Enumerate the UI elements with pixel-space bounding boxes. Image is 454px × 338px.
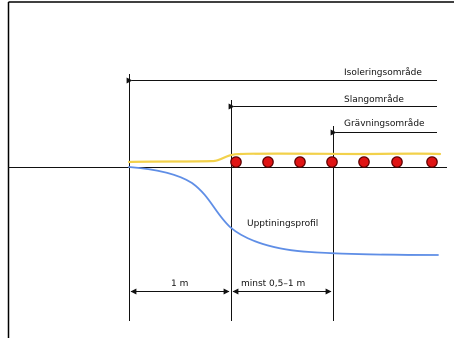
first-dimension-label: 1 m — [171, 279, 188, 289]
hose-zone-label: Slangområde — [344, 94, 404, 105]
isolation-zone-label: Isoleringsområde — [344, 67, 422, 78]
hose-dot — [391, 156, 403, 168]
hose-dot — [326, 156, 338, 168]
hose-dot — [426, 156, 438, 168]
hose-dots — [230, 156, 438, 168]
thaw-profile-line — [128, 166, 439, 256]
second-dimension-label: minst 0,5–1 m — [241, 279, 305, 289]
surface-insulation-line — [127, 152, 442, 164]
hose-dot — [358, 156, 370, 168]
hose-dot — [294, 156, 306, 168]
hose-dot — [262, 156, 274, 168]
hose-dot — [230, 156, 242, 168]
thaw-profile-label: Upptiningsprofil — [247, 219, 318, 229]
excavation-zone-label: Grävningsområde — [344, 118, 425, 129]
